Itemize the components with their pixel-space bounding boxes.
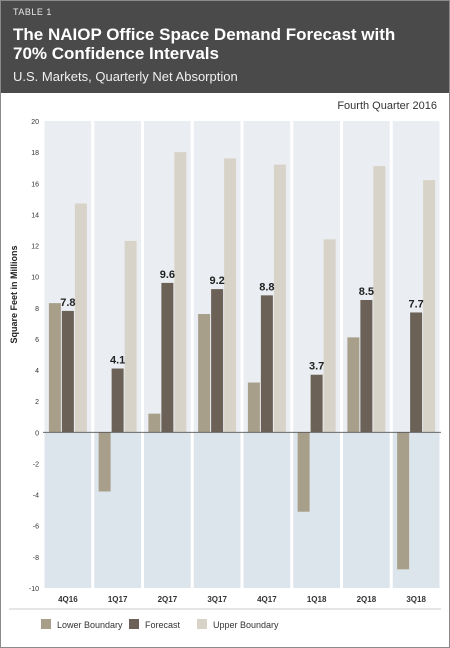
bar-lower-boundary <box>347 337 360 433</box>
x-tick-label: 1Q17 <box>108 595 128 604</box>
data-label-forecast: 3.7 <box>309 361 324 373</box>
legend-label-lower-boundary: Lower Boundary <box>57 620 123 630</box>
chart-header: TABLE 1 The NAIOP Office Space Demand Fo… <box>1 1 449 93</box>
bar-lower-boundary <box>297 432 310 512</box>
x-tick-label: 3Q18 <box>406 595 426 604</box>
legend-swatch-upper-boundary <box>197 619 207 629</box>
bar-upper-boundary <box>423 180 436 433</box>
y-tick-label: -8 <box>33 555 39 562</box>
bar-upper-boundary <box>124 240 137 433</box>
legend-swatch-forecast <box>129 619 139 629</box>
legend-swatch-lower-boundary <box>41 619 51 629</box>
data-label-forecast: 7.7 <box>408 298 423 310</box>
data-label-forecast: 9.2 <box>209 275 224 287</box>
bar-lower-boundary <box>247 382 260 433</box>
bar-forecast <box>211 289 224 433</box>
bar-lower-boundary <box>148 413 161 433</box>
y-tick-label: -6 <box>33 524 39 531</box>
bar-upper-boundary <box>373 166 386 433</box>
bar-forecast <box>360 300 373 433</box>
data-label-forecast: 4.1 <box>110 355 125 367</box>
y-tick-label: 14 <box>31 212 39 219</box>
x-tick-label: 2Q17 <box>158 595 178 604</box>
bar-forecast <box>310 374 323 433</box>
data-label-forecast: 9.6 <box>160 269 175 281</box>
bar-upper-boundary <box>273 164 286 433</box>
bar-forecast <box>410 312 423 433</box>
bar-forecast <box>260 295 273 433</box>
y-tick-label: 2 <box>35 399 39 406</box>
bar-lower-boundary <box>48 303 61 433</box>
y-tick-label: 12 <box>31 244 39 251</box>
bar-forecast <box>161 282 174 433</box>
bar-upper-boundary <box>174 152 187 433</box>
bar-upper-boundary <box>74 203 87 433</box>
y-tick-label: 10 <box>31 275 39 282</box>
bar-lower-boundary <box>198 314 211 433</box>
x-tick-label: 4Q16 <box>58 595 78 604</box>
y-axis-label: Square Feet in Millions <box>9 245 19 343</box>
x-tick-label: 1Q18 <box>307 595 327 604</box>
bar-lower-boundary <box>98 432 111 492</box>
chart-title: The NAIOP Office Space Demand Forecast w… <box>13 25 396 63</box>
x-tick-label: 4Q17 <box>257 595 277 604</box>
data-label-forecast: 8.5 <box>359 286 374 298</box>
bar-forecast <box>111 368 124 433</box>
legend-item-lower-boundary: Lower Boundary <box>41 619 123 631</box>
chart-subtitle: U.S. Markets, Quarterly Net Absorption <box>13 69 238 84</box>
y-tick-label: -10 <box>29 586 39 593</box>
x-tick-label: 2Q18 <box>357 595 377 604</box>
y-tick-label: -2 <box>33 461 39 468</box>
data-label-forecast: 7.8 <box>60 297 75 309</box>
y-tick-label: 18 <box>31 150 39 157</box>
quarter-note: Fourth Quarter 2016 <box>337 100 437 112</box>
bar-upper-boundary <box>224 158 237 433</box>
y-tick-label: 6 <box>35 337 39 344</box>
x-tick-label: 3Q17 <box>207 595 227 604</box>
y-tick-label: -4 <box>33 493 39 500</box>
y-tick-label: 16 <box>31 181 39 188</box>
table-label: TABLE 1 <box>13 7 52 17</box>
legend-label-forecast: Forecast <box>145 620 181 630</box>
y-tick-label: 0 <box>35 430 39 437</box>
bar-forecast <box>61 310 74 433</box>
data-label-forecast: 8.8 <box>259 281 274 293</box>
bar-lower-boundary <box>397 432 410 570</box>
legend-item-forecast: Forecast <box>129 619 180 631</box>
bar-upper-boundary <box>323 239 336 433</box>
y-tick-label: 4 <box>35 368 39 375</box>
legend-label-upper-boundary: Upper Boundary <box>213 620 279 630</box>
y-tick-label: 20 <box>31 119 39 126</box>
y-tick-label: 8 <box>35 306 39 313</box>
legend-item-upper-boundary: Upper Boundary <box>197 619 279 631</box>
